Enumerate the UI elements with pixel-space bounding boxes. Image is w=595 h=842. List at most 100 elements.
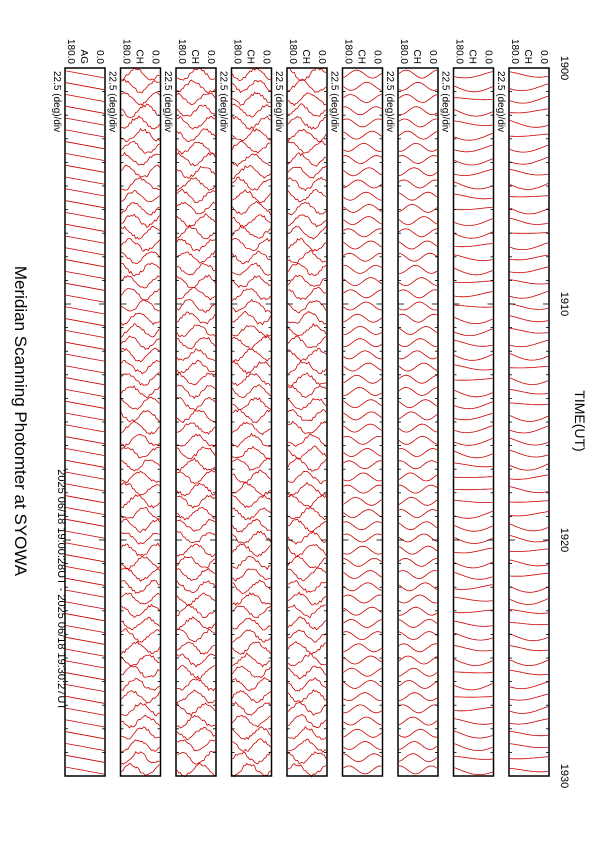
trace-line <box>454 193 493 200</box>
trace-line <box>398 313 438 323</box>
trace-line <box>343 716 382 726</box>
trace-line <box>121 603 160 619</box>
trace-line <box>176 739 216 752</box>
trace-line <box>509 327 549 334</box>
panel-9: 180.0 0.0 CH 22.5 (deg)/div <box>495 39 550 777</box>
trace-line <box>509 207 549 215</box>
trace-line <box>509 449 549 458</box>
trace-line <box>232 469 271 484</box>
trace-line <box>65 153 105 161</box>
x-tick-label: 1900 <box>558 56 570 80</box>
trace-line <box>232 275 271 289</box>
trace-line <box>65 306 105 315</box>
trace-line <box>232 298 271 313</box>
trace-line <box>398 301 438 311</box>
trace-line <box>343 643 382 653</box>
trace-line <box>232 409 271 424</box>
trace-line <box>509 535 549 543</box>
trace-line <box>454 525 493 532</box>
trace-line <box>454 620 493 627</box>
trace-line <box>121 372 160 386</box>
trace-line <box>343 655 382 665</box>
panel-ymin-label: 0.0 <box>316 50 327 64</box>
panel-3: 180.0 0.0 CH 22.5 (deg)/div <box>162 39 217 778</box>
trace-line <box>176 151 216 167</box>
panel-frame <box>64 67 106 777</box>
trace-line <box>398 716 438 726</box>
panel-scale-label: 22.5 (deg)/div <box>107 71 118 132</box>
trace-line <box>232 677 271 692</box>
trace-line <box>232 397 271 410</box>
trace-group <box>232 67 271 778</box>
trace-line <box>121 288 160 301</box>
trace-line <box>398 94 438 103</box>
trace-line <box>287 445 327 459</box>
trace-line <box>65 176 105 185</box>
trace-line <box>65 625 105 633</box>
trace-line <box>454 206 493 211</box>
trace-line <box>343 728 382 738</box>
trace-line <box>454 476 493 478</box>
trace-line <box>121 91 160 106</box>
trace-line <box>287 665 327 680</box>
trace-line <box>287 176 327 192</box>
trace-line <box>287 641 327 655</box>
trace-line <box>121 323 160 338</box>
trace-line <box>509 183 549 190</box>
trace-line <box>65 719 105 728</box>
trace-line <box>343 460 382 470</box>
trace-line <box>121 312 160 326</box>
trace-line <box>509 415 549 422</box>
trace-line <box>454 696 493 698</box>
trace-line <box>177 115 216 130</box>
trace-line <box>398 472 438 482</box>
trace-line <box>398 741 438 750</box>
trace-line <box>65 129 105 138</box>
trace-line <box>176 336 216 350</box>
trace-line <box>398 81 438 91</box>
trace-line <box>287 286 327 300</box>
trace-line <box>121 299 160 312</box>
trace-line <box>509 279 549 285</box>
trace-line <box>287 92 327 107</box>
trace-line <box>343 667 382 677</box>
trace-line <box>343 594 382 604</box>
panel-5: 180.0 0.0 CH 22.5 (deg)/div <box>273 39 328 778</box>
trace-line <box>398 570 438 579</box>
trace-line <box>65 200 105 209</box>
trace-line <box>232 335 271 350</box>
panel-ymax-label: 180.0 <box>121 39 132 64</box>
trace-line <box>454 645 493 652</box>
trace-line <box>343 350 382 360</box>
trace-line <box>232 726 271 741</box>
trace-line <box>121 690 160 704</box>
trace-line <box>121 459 160 472</box>
trace-line <box>121 447 160 459</box>
trace-line <box>121 347 160 363</box>
trace-line <box>232 432 271 448</box>
trace-line <box>343 606 382 616</box>
trace-line <box>65 117 105 126</box>
trace-line <box>343 326 382 335</box>
trace-line <box>454 671 493 674</box>
trace-line <box>509 425 549 434</box>
trace-line <box>176 274 216 289</box>
trace-line <box>65 105 105 114</box>
trace-line <box>176 422 216 435</box>
trace-line <box>454 364 493 371</box>
trace-line <box>287 506 327 521</box>
trace-line <box>343 448 382 457</box>
trace-line <box>398 399 438 409</box>
panel-ymin-label: 0.0 <box>483 50 494 64</box>
trace-line <box>287 214 327 228</box>
trace-line <box>509 718 549 725</box>
x-tick-label: 1910 <box>558 292 570 316</box>
trace-line <box>287 567 327 582</box>
trace-line <box>232 325 271 338</box>
trace-line <box>509 743 549 748</box>
trace-line <box>287 67 327 81</box>
trace-line <box>232 629 271 643</box>
trace-line <box>176 177 216 191</box>
trace-line <box>343 118 382 128</box>
